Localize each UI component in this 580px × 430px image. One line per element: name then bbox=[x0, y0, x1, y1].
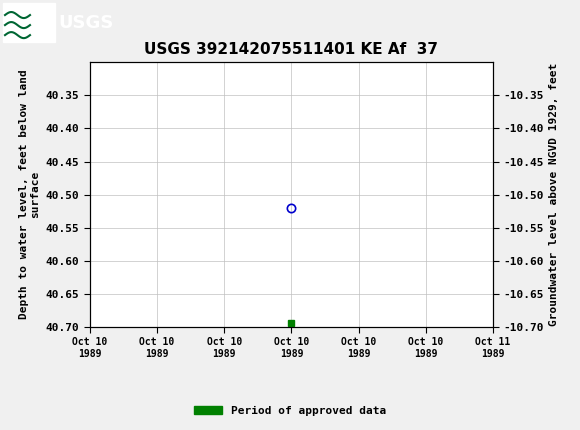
Bar bbox=[3, 3, 55, 42]
Title: USGS 392142075511401 KE Af  37: USGS 392142075511401 KE Af 37 bbox=[144, 42, 438, 57]
Y-axis label: Depth to water level, feet below land
surface: Depth to water level, feet below land su… bbox=[19, 70, 40, 319]
Y-axis label: Groundwater level above NGVD 1929, feet: Groundwater level above NGVD 1929, feet bbox=[549, 63, 560, 326]
Text: USGS: USGS bbox=[58, 14, 113, 32]
Legend: Period of approved data: Period of approved data bbox=[190, 401, 390, 420]
